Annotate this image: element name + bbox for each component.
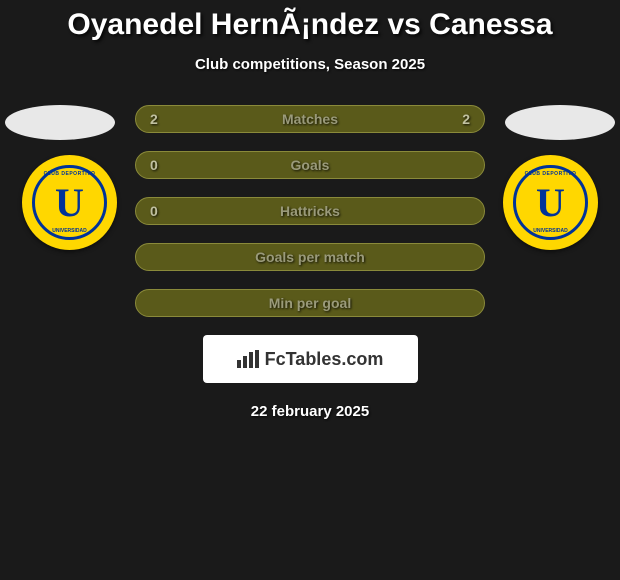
stat-row-min-per-goal: Min per goal <box>135 289 485 317</box>
stat-row-hattricks: 0 Hattricks <box>135 197 485 225</box>
comparison-container: CLUB DEPORTIVO U UNIVERSIDAD CLUB DEPORT… <box>0 105 620 420</box>
stat-value-left: 2 <box>150 111 158 127</box>
date-text: 22 february 2025 <box>0 403 620 420</box>
stat-rows: 2 Matches 2 0 Goals 0 Hattricks Goals pe… <box>135 105 485 317</box>
badge-bottom-text: UNIVERSIDAD <box>52 228 86 234</box>
stat-label: Goals per match <box>255 249 365 265</box>
badge-letter: U <box>536 179 565 226</box>
stat-value-left: 0 <box>150 157 158 173</box>
badge-top-text: CLUB DEPORTIVO <box>44 171 96 177</box>
stat-label: Goals <box>291 157 330 173</box>
player-disc-left <box>5 105 115 140</box>
fctables-label: FcTables.com <box>265 349 384 370</box>
stat-row-matches: 2 Matches 2 <box>135 105 485 133</box>
badge-top-text: CLUB DEPORTIVO <box>525 171 577 177</box>
stat-value-right: 2 <box>462 111 470 127</box>
badge-inner-right: CLUB DEPORTIVO U UNIVERSIDAD <box>513 165 588 240</box>
stat-label: Min per goal <box>269 295 351 311</box>
stat-row-goals: 0 Goals <box>135 151 485 179</box>
badge-inner-left: CLUB DEPORTIVO U UNIVERSIDAD <box>32 165 107 240</box>
club-badge-right: CLUB DEPORTIVO U UNIVERSIDAD <box>503 155 598 250</box>
stat-label: Hattricks <box>280 203 340 219</box>
player-disc-right <box>505 105 615 140</box>
page-title: Oyanedel HernÃ¡ndez vs Canessa <box>0 0 620 42</box>
stat-label: Matches <box>282 111 338 127</box>
bar-chart-icon <box>237 350 259 368</box>
stat-value-left: 0 <box>150 203 158 219</box>
badge-bottom-text: UNIVERSIDAD <box>533 228 567 234</box>
fctables-badge: FcTables.com <box>203 335 418 383</box>
club-badge-left: CLUB DEPORTIVO U UNIVERSIDAD <box>22 155 117 250</box>
subtitle: Club competitions, Season 2025 <box>0 56 620 73</box>
stat-row-goals-per-match: Goals per match <box>135 243 485 271</box>
badge-letter: U <box>55 179 84 226</box>
